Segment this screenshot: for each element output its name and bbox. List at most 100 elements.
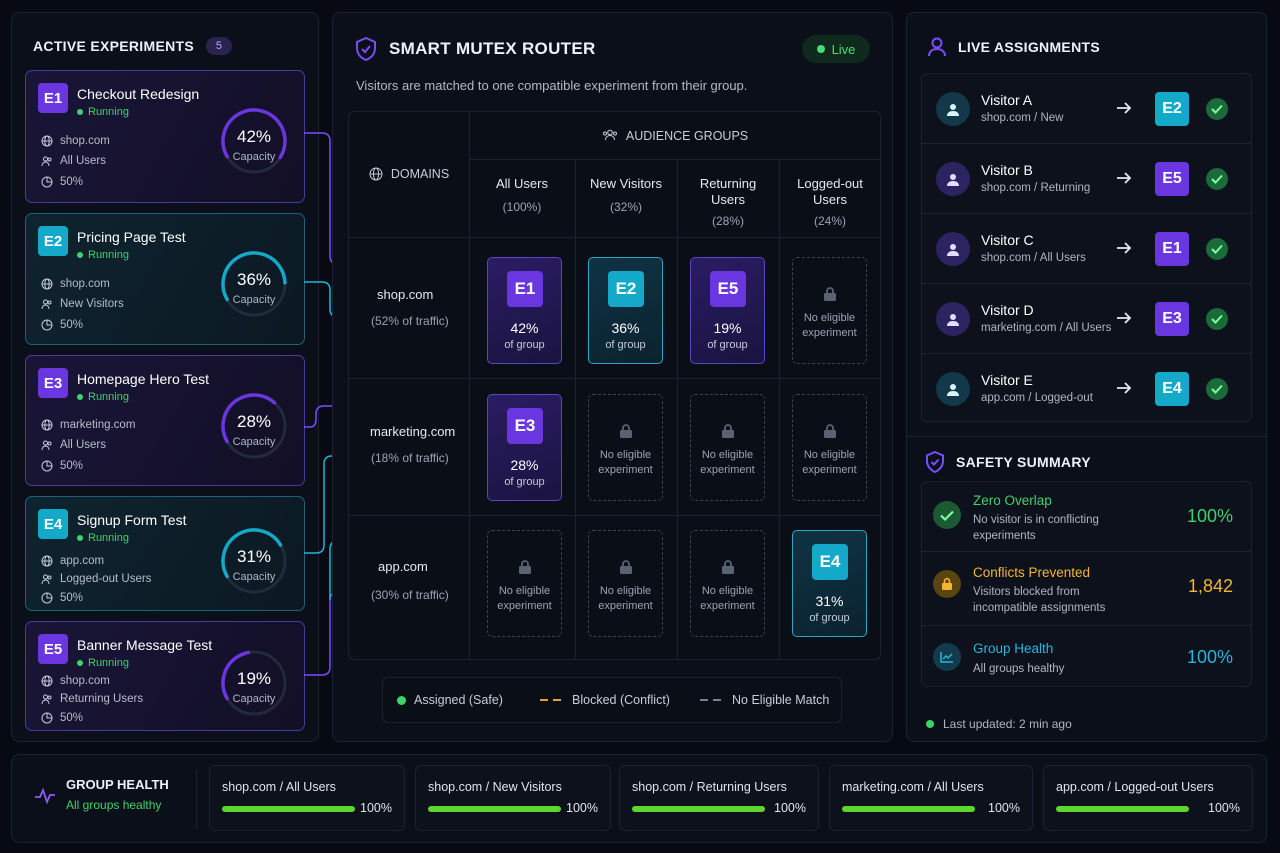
safety-item-desc: No visitor is in conflicting experiments — [973, 514, 1099, 542]
capacity-gauge: 28% Capacity — [218, 390, 290, 462]
experiment-name: Checkout Redesign — [77, 86, 200, 102]
group-share: (100%) — [502, 200, 542, 214]
assignment-row[interactable]: Visitor D marketing.com / All Users E3 — [922, 284, 1251, 354]
dash-gray-icon — [700, 699, 724, 701]
arrow-right-icon — [1117, 312, 1132, 324]
split-meta: 50% — [41, 319, 83, 331]
group-health-card[interactable]: shop.com / Returning Users 100% — [619, 765, 819, 831]
group-health-card[interactable]: shop.com / New Visitors 100% — [415, 765, 611, 831]
assignment-row[interactable]: Visitor E app.com / Logged-out E4 — [922, 354, 1251, 424]
pie-icon — [41, 592, 53, 604]
arrow-right-icon — [1117, 172, 1132, 184]
capacity-gauge: 19% Capacity — [218, 647, 290, 719]
matrix-cell-empty: No eligible experiment — [487, 530, 562, 637]
experiment-card-e2[interactable]: E2 Pricing Page Test Running shop.com Ne… — [25, 213, 305, 345]
assignment-row[interactable]: Visitor A shop.com / New E2 — [922, 74, 1251, 144]
health-progress-bar — [428, 806, 561, 812]
assignment-row[interactable]: Visitor C shop.com / All Users E1 — [922, 214, 1251, 284]
group-health-status: All groups healthy — [66, 798, 162, 812]
matrix-cell-assigned[interactable]: E3 28% of group — [487, 394, 562, 501]
status-text: Running — [88, 249, 129, 261]
lock-icon — [722, 560, 734, 574]
live-label: Live — [831, 41, 856, 57]
experiment-badge: E3 — [38, 368, 68, 398]
group-health-value: 100% — [1208, 801, 1240, 815]
matrix-cell-assigned[interactable]: E5 19% of group — [690, 257, 765, 364]
split-text: 50% — [60, 712, 84, 724]
pie-icon — [41, 460, 53, 472]
users-icon — [41, 574, 52, 585]
pie-icon — [41, 176, 53, 188]
legend-no-match: No Eligible Match — [700, 693, 829, 707]
experiment-card-e5[interactable]: E5 Banner Message Test Running shop.com … — [25, 621, 305, 731]
cell-label: of group — [605, 339, 646, 351]
live-status-pill: Live — [802, 35, 870, 63]
shield-check-icon — [356, 37, 376, 61]
no-match-text: No eligible experiment — [802, 449, 857, 476]
group-health-card[interactable]: shop.com / All Users 100% — [209, 765, 405, 831]
assignment-row[interactable]: Visitor B shop.com / Returning E5 — [922, 144, 1251, 214]
experiment-name: Homepage Hero Test — [77, 371, 210, 387]
split-text: 50% — [60, 592, 84, 604]
matrix-cell-assigned[interactable]: E4 31% of group — [792, 530, 867, 637]
gauge-ring — [221, 650, 287, 716]
experiment-badge: E3 — [507, 408, 543, 444]
matrix-cell-empty: No eligible experiment — [588, 394, 663, 501]
domain-name: app.com — [378, 559, 428, 574]
capacity-gauge: 31% Capacity — [218, 525, 290, 597]
users-icon — [41, 156, 52, 167]
group-health-card[interactable]: marketing.com / All Users 100% — [829, 765, 1033, 831]
user-icon — [947, 313, 959, 326]
cell-value: 42% — [510, 320, 539, 336]
capacity-value: 28% — [236, 412, 272, 431]
safety-summary-header: SAFETY SUMMARY — [926, 451, 1091, 473]
lock-icon — [824, 424, 836, 438]
experiment-card-e3[interactable]: E3 Homepage Hero Test Running marketing.… — [25, 355, 305, 486]
domain-meta: shop.com — [41, 135, 110, 147]
legend-assigned: Assigned (Safe) — [397, 693, 503, 707]
avatar — [936, 372, 970, 406]
health-progress-bar — [632, 806, 765, 812]
user-icon — [947, 383, 959, 396]
group-share: (24%) — [813, 214, 846, 228]
group-health-value: 100% — [566, 801, 598, 815]
capacity-label: Capacity — [232, 693, 276, 705]
pie-icon — [41, 712, 53, 724]
matrix-cell-assigned[interactable]: E1 42% of group — [487, 257, 562, 364]
experiment-badge: E2 — [38, 226, 68, 256]
domain-meta: shop.com — [41, 278, 110, 290]
status-text: Running — [88, 106, 129, 118]
no-match-text: No eligible experiment — [598, 585, 653, 612]
lock-icon — [620, 560, 632, 574]
audience-meta: New Visitors — [41, 298, 124, 310]
legend-blocked: Blocked (Conflict) — [540, 693, 670, 707]
cell-label: of group — [504, 339, 545, 351]
matrix-cell-assigned[interactable]: E2 36% of group — [588, 257, 663, 364]
split-text: 50% — [60, 176, 84, 188]
visitor-segment: shop.com / New — [981, 112, 1064, 124]
visitor-segment: shop.com / Returning — [981, 182, 1091, 194]
matrix-cell-empty: No eligible experiment — [792, 394, 867, 501]
cell-label: of group — [809, 612, 850, 624]
routing-matrix: AUDIENCE GROUPS DOMAINS All Users (100%)… — [348, 111, 881, 660]
experiment-card-e4[interactable]: E4 Signup Form Test Running app.com Logg… — [25, 496, 305, 611]
router-subtitle: Visitors are matched to one compatible e… — [356, 78, 748, 93]
experiment-card-e1[interactable]: E1 Checkout Redesign Running shop.com Al… — [25, 70, 305, 203]
audience-text: Logged-out Users — [60, 573, 152, 585]
group-health-value: 100% — [988, 801, 1020, 815]
capacity-value: 19% — [236, 669, 272, 688]
health-progress-bar — [1056, 806, 1189, 812]
group-health-card[interactable]: app.com / Logged-out Users 100% — [1043, 765, 1253, 831]
panel-divider — [907, 436, 1266, 437]
audience-meta: All Users — [41, 439, 106, 451]
avatar — [936, 92, 970, 126]
capacity-gauge: 36% Capacity — [218, 248, 290, 320]
status-badge: Running — [77, 532, 129, 544]
matrix-cell-empty: No eligible experiment — [690, 394, 765, 501]
right-panel: LIVE ASSIGNMENTS Visitor A shop.com / Ne… — [906, 12, 1267, 742]
group-name-line2: Users — [711, 192, 745, 207]
avatar — [936, 302, 970, 336]
status-text: Running — [88, 391, 129, 403]
capacity-value: 42% — [236, 127, 272, 146]
group-health-name: shop.com / All Users — [222, 780, 336, 794]
